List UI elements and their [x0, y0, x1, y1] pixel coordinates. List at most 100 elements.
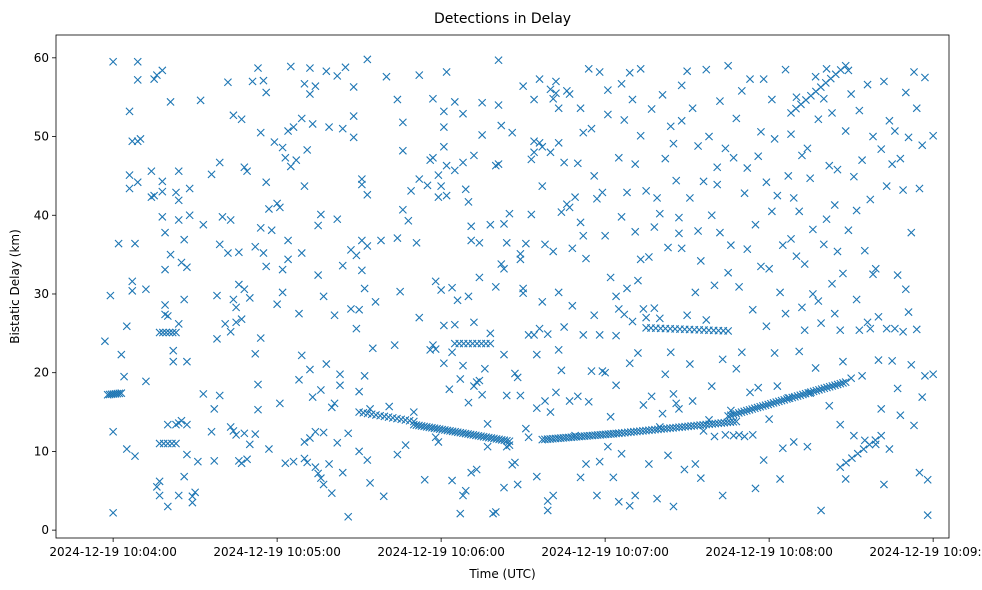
data-point [133, 178, 142, 187]
data-point [494, 56, 503, 65]
data-point [273, 199, 282, 208]
data-point [655, 209, 664, 218]
data-point [300, 454, 309, 463]
data-point [609, 473, 618, 482]
data-point [475, 376, 484, 385]
data-point [174, 196, 183, 205]
data-point [685, 360, 694, 369]
data-point [601, 231, 610, 240]
data-point [669, 389, 678, 398]
data-point [363, 190, 372, 199]
data-point [319, 428, 328, 437]
data-point [742, 406, 751, 415]
data-point [773, 382, 782, 391]
data-point [836, 379, 845, 388]
data-point [316, 386, 325, 395]
data-point [746, 75, 754, 84]
data-point [587, 124, 596, 133]
data-point [918, 393, 927, 402]
data-point [237, 459, 246, 468]
data-point [874, 312, 883, 321]
data-point [182, 420, 191, 429]
data-point [393, 234, 402, 243]
data-point [311, 463, 320, 472]
data-point [795, 347, 804, 356]
y-tick-label: 0 [41, 523, 49, 537]
data-point [188, 498, 197, 507]
data-point [322, 360, 331, 369]
data-point [114, 239, 123, 248]
data-point [664, 243, 672, 252]
data-point [281, 153, 290, 162]
data-point [782, 395, 791, 404]
data-point [519, 289, 528, 298]
data-point [631, 227, 640, 236]
data-point [776, 288, 785, 297]
data-point [777, 396, 786, 405]
data-point [415, 71, 424, 80]
data-point [273, 300, 282, 309]
data-point [254, 64, 262, 73]
data-point [888, 356, 897, 365]
data-point [415, 313, 424, 322]
data-point [724, 326, 733, 335]
data-point [620, 310, 629, 319]
data-point [811, 363, 820, 372]
data-point [770, 134, 779, 143]
data-point [743, 164, 752, 173]
data-point [505, 437, 514, 446]
data-point [169, 346, 178, 355]
data-point [182, 450, 191, 459]
data-point [882, 324, 891, 333]
data-point [245, 440, 254, 449]
data-point [756, 127, 765, 136]
data-point [428, 94, 437, 103]
data-point [500, 219, 508, 228]
data-point [836, 463, 845, 472]
data-point [434, 171, 443, 180]
data-point [223, 78, 232, 87]
data-point [653, 193, 662, 202]
data-point [497, 121, 506, 130]
data-point [573, 159, 582, 168]
data-point [683, 67, 692, 76]
data-point [737, 348, 746, 357]
data-point [847, 454, 856, 463]
data-point [546, 148, 555, 157]
data-point [163, 502, 172, 511]
data-point [774, 397, 783, 406]
data-point [251, 430, 260, 439]
data-point [226, 327, 235, 336]
data-point [237, 315, 246, 324]
data-point [666, 122, 675, 131]
data-point [718, 355, 727, 364]
data-point [210, 404, 219, 413]
data-point [595, 330, 604, 339]
data-point [516, 391, 525, 400]
x-tick-label: 2024-12-19 10:05:00 [213, 545, 340, 559]
data-point [825, 161, 834, 170]
data-point [789, 193, 798, 202]
data-point [929, 131, 938, 140]
data-point [767, 95, 776, 104]
data-point [152, 482, 161, 491]
data-point [521, 424, 530, 433]
data-point [500, 264, 508, 273]
data-point [740, 189, 749, 198]
data-point [275, 399, 284, 408]
data-point [915, 468, 924, 477]
data-point [888, 160, 897, 169]
data-point [647, 392, 656, 401]
data-point [625, 68, 634, 77]
data-point [797, 303, 806, 312]
data-point [535, 75, 544, 84]
data-point [180, 295, 189, 304]
data-point [688, 397, 697, 406]
data-point [442, 191, 451, 200]
data-point [554, 104, 563, 113]
data-point [759, 456, 768, 465]
data-point [633, 276, 642, 285]
data-point [830, 309, 839, 318]
data-point [765, 264, 774, 273]
x-tick-label: 2024-12-19 10:09:00 [869, 545, 982, 559]
